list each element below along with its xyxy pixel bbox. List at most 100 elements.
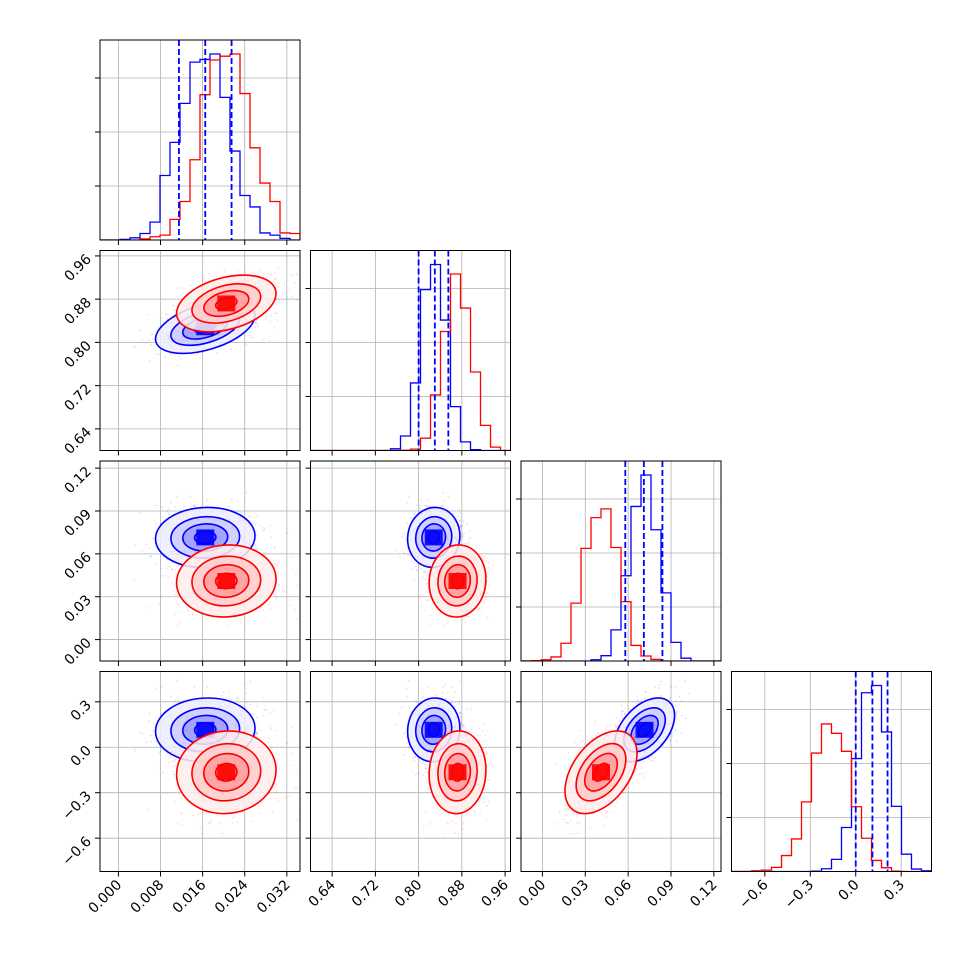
sample-point bbox=[274, 277, 276, 280]
sample-point bbox=[270, 314, 272, 317]
sample-point bbox=[230, 499, 233, 501]
sample-point bbox=[460, 525, 463, 527]
sample-point bbox=[276, 266, 279, 269]
sample-point bbox=[436, 546, 439, 549]
sample-point bbox=[201, 334, 204, 337]
sample-point bbox=[176, 624, 179, 627]
sample-point bbox=[155, 504, 157, 507]
sample-point bbox=[134, 544, 137, 546]
panel-frame bbox=[99, 39, 301, 241]
sample-point bbox=[406, 522, 408, 525]
sample-point bbox=[189, 332, 191, 335]
contour-line-level-3 bbox=[427, 530, 441, 545]
y-tick-label: 0.03 bbox=[61, 592, 94, 625]
sample-point bbox=[467, 538, 470, 541]
contour-line-level-2 bbox=[203, 289, 250, 318]
y-tick-label: 0.80 bbox=[61, 338, 94, 371]
sample-point bbox=[251, 271, 254, 274]
sample-point bbox=[295, 572, 298, 575]
contour-line-level-0 bbox=[175, 274, 277, 333]
sample-point bbox=[237, 270, 239, 273]
sample-point bbox=[148, 339, 151, 342]
sample-point bbox=[189, 284, 192, 287]
sample-point bbox=[262, 526, 265, 529]
sample-point bbox=[154, 562, 157, 565]
sample-point bbox=[263, 528, 266, 531]
sample-point bbox=[195, 341, 198, 344]
sample-point bbox=[269, 525, 272, 527]
sample-point bbox=[233, 329, 236, 332]
sample-point bbox=[161, 574, 164, 577]
sample-point bbox=[206, 332, 209, 335]
sample-point bbox=[165, 312, 168, 315]
sample-point bbox=[443, 500, 446, 503]
sample-point bbox=[178, 339, 181, 341]
sample-point bbox=[467, 544, 470, 546]
sample-point bbox=[288, 289, 291, 292]
sample-point bbox=[183, 328, 185, 331]
sample-point bbox=[163, 356, 166, 358]
sample-point bbox=[245, 492, 248, 494]
sample-point bbox=[434, 550, 437, 553]
sample-point bbox=[176, 495, 179, 498]
sample-point bbox=[256, 534, 259, 536]
sample-point bbox=[192, 546, 195, 548]
sample-point bbox=[267, 272, 269, 275]
sample-point bbox=[174, 337, 176, 340]
sample-point bbox=[420, 499, 422, 501]
sample-point bbox=[173, 309, 176, 312]
sample-point bbox=[442, 505, 444, 508]
sample-point bbox=[398, 556, 401, 558]
sample-point bbox=[439, 505, 442, 508]
panel-plot-area bbox=[100, 250, 300, 451]
sample-point bbox=[248, 544, 251, 546]
sample-point bbox=[442, 492, 444, 494]
sample-point bbox=[256, 514, 259, 517]
y-tick-label: 0.64 bbox=[61, 424, 94, 457]
sample-point bbox=[195, 542, 197, 545]
sample-point bbox=[248, 515, 251, 517]
sample-point bbox=[407, 553, 409, 556]
sample-point bbox=[174, 576, 177, 579]
sample-point bbox=[211, 275, 214, 277]
sample-point bbox=[275, 563, 278, 566]
sample-point bbox=[254, 544, 256, 546]
sample-point bbox=[161, 316, 164, 319]
sample-point bbox=[463, 532, 465, 534]
sample-point bbox=[276, 571, 279, 574]
sample-point bbox=[269, 272, 272, 275]
sample-point bbox=[288, 604, 291, 606]
sample-point bbox=[276, 564, 279, 567]
sample-point bbox=[182, 287, 184, 289]
panel-plot-area bbox=[100, 461, 300, 661]
sample-point bbox=[171, 568, 173, 571]
sample-point bbox=[262, 609, 265, 612]
sample-point bbox=[274, 563, 276, 566]
sample-point bbox=[281, 590, 284, 593]
sample-point bbox=[245, 343, 248, 346]
sample-point bbox=[150, 333, 153, 336]
sample-point bbox=[180, 611, 183, 614]
sample-point bbox=[486, 580, 489, 582]
contour-line-level-3 bbox=[193, 530, 217, 545]
sample-point bbox=[291, 569, 294, 571]
sample-point bbox=[277, 573, 280, 576]
sample-point bbox=[154, 522, 157, 525]
sample-point bbox=[171, 567, 174, 570]
sample-point bbox=[203, 546, 206, 549]
contour-line-level-1 bbox=[414, 515, 453, 559]
sample-point bbox=[176, 287, 179, 289]
sample-point bbox=[148, 556, 151, 558]
sample-point bbox=[416, 570, 419, 572]
sample-point bbox=[158, 602, 161, 605]
sample-point bbox=[259, 269, 262, 272]
sample-point bbox=[223, 334, 225, 337]
sample-point bbox=[281, 564, 283, 567]
sample-point bbox=[256, 325, 259, 328]
sample-point bbox=[424, 569, 427, 572]
sample-point bbox=[413, 561, 416, 564]
sample-point bbox=[273, 547, 275, 549]
sample-point bbox=[174, 593, 176, 596]
sample-point bbox=[283, 283, 286, 286]
sample-point bbox=[182, 553, 185, 555]
